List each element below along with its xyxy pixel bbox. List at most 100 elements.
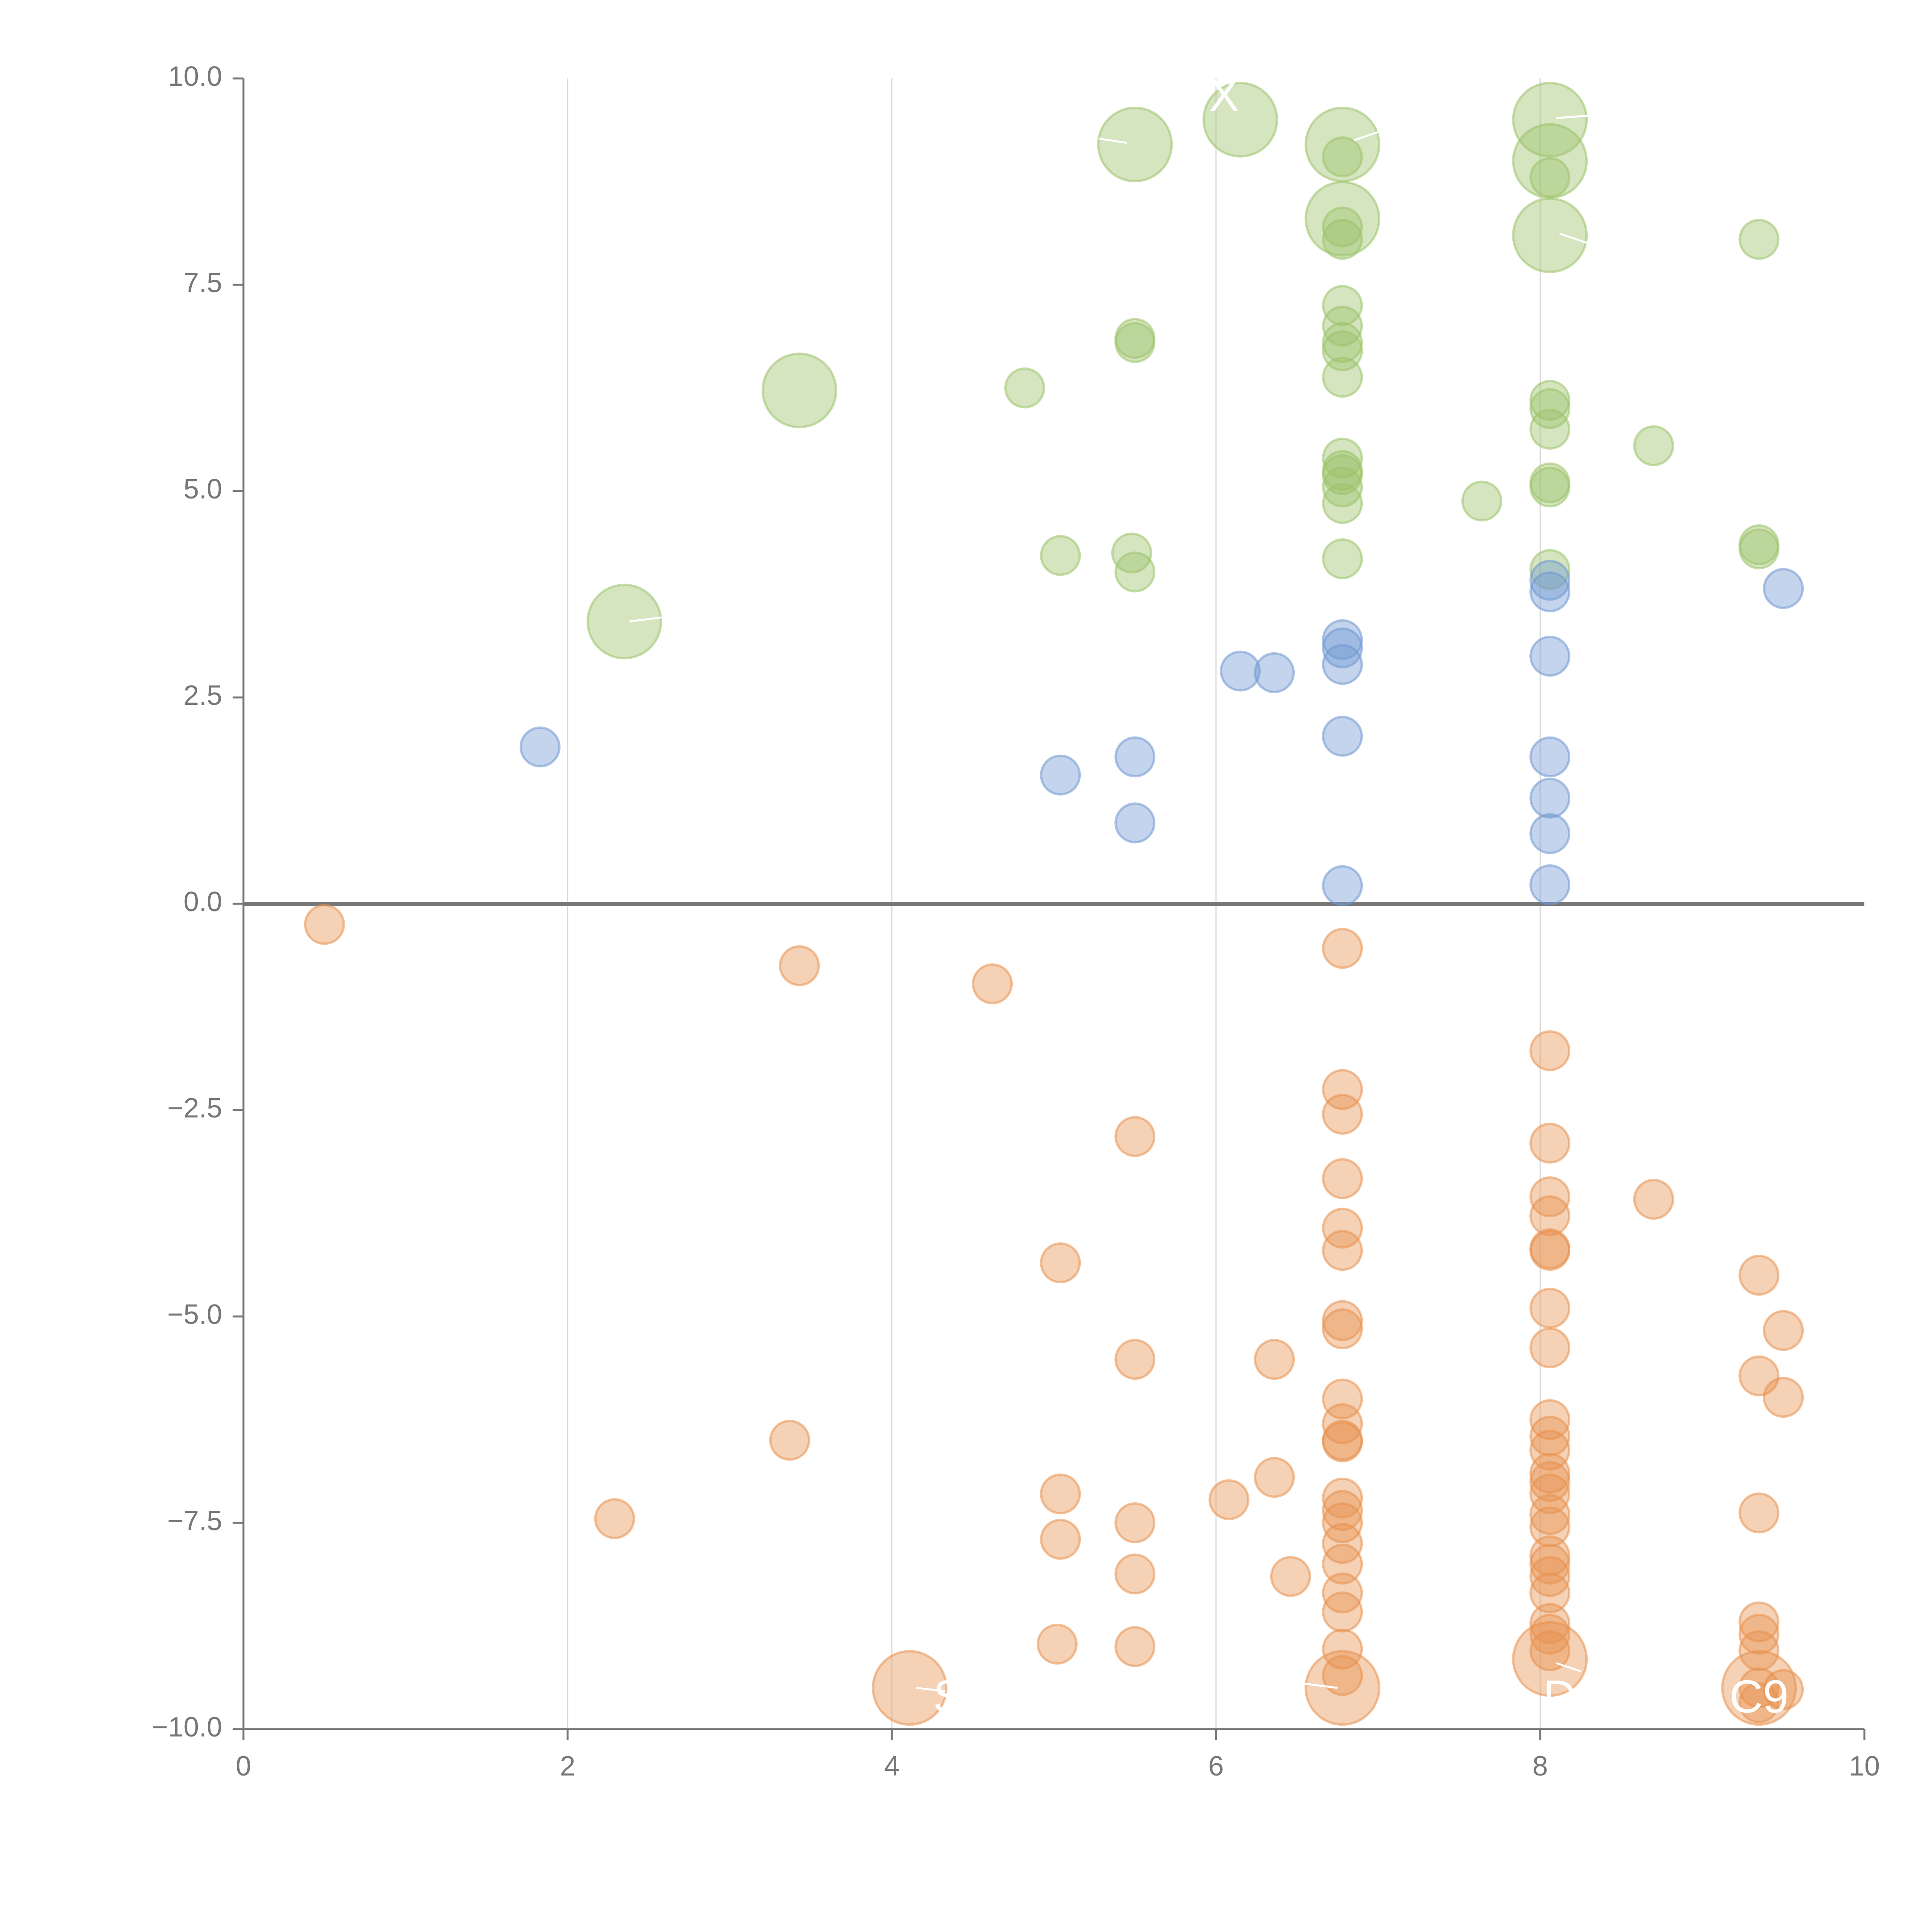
y-tick-label: −2.5 [167, 1093, 222, 1124]
data-point-green [1529, 388, 1571, 429]
data-point-orange [1036, 1623, 1078, 1665]
data-point-green [1512, 82, 1588, 158]
data-point-orange [1763, 1669, 1804, 1710]
x-tick-label: 2 [560, 1751, 575, 1782]
data-point-green [1322, 466, 1363, 508]
data-point-orange [1529, 1399, 1571, 1440]
data-point-green [1202, 82, 1278, 158]
data-point-orange [1322, 1094, 1363, 1135]
data-point-orange [594, 1498, 635, 1539]
data-point-orange [1322, 1523, 1363, 1564]
data-point-green [1322, 357, 1363, 398]
annotation-leader-line [629, 616, 662, 622]
annotation-label: C9 [1730, 1671, 1789, 1723]
data-point-blue [1254, 652, 1295, 693]
annotation-leader-line [1353, 131, 1379, 141]
data-point-orange [769, 1420, 810, 1461]
data-point-orange [1322, 1543, 1363, 1585]
data-point-orange [1322, 1069, 1363, 1110]
data-point-blue [1529, 864, 1571, 905]
data-point-green [1322, 219, 1363, 260]
annotation-leader-line [1556, 1662, 1581, 1672]
annotation-label: D [1543, 1671, 1577, 1723]
data-point-orange [1322, 1490, 1363, 1531]
data-point-orange [1114, 1502, 1156, 1543]
data-point-green [1322, 483, 1363, 524]
data-point-blue [1529, 813, 1571, 854]
data-point-green [1529, 549, 1571, 590]
data-point-orange [1529, 1572, 1571, 1614]
data-point-blue [1322, 627, 1363, 668]
data-points [304, 82, 1804, 1726]
data-point-orange [1114, 1553, 1156, 1595]
data-point-orange [304, 904, 345, 945]
data-point-green [1322, 454, 1363, 495]
annotation-leader-line [1099, 138, 1127, 144]
x-tick-label: 6 [1208, 1751, 1224, 1782]
data-point-green [1040, 535, 1081, 576]
data-point-orange [1322, 1655, 1363, 1696]
y-tick-label: 0.0 [184, 886, 222, 917]
data-point-orange [1322, 1158, 1363, 1199]
data-point-orange [1208, 1479, 1250, 1520]
annotation-leader-line [1556, 114, 1589, 119]
y-tick-label: 5.0 [184, 474, 222, 505]
data-point-blue [1322, 716, 1363, 757]
data-point-blue [1114, 802, 1156, 844]
data-point-orange [1738, 1255, 1780, 1296]
annotation-label: S [933, 1671, 964, 1723]
data-point-blue [1529, 560, 1571, 601]
data-point-green [1529, 466, 1571, 508]
data-point-green [1529, 408, 1571, 450]
data-point-orange [1114, 1626, 1156, 1667]
data-point-orange [1322, 928, 1363, 969]
data-point-orange [1322, 1208, 1363, 1249]
data-point-green [1738, 528, 1780, 570]
data-point-orange [872, 1650, 948, 1726]
data-point-orange [1529, 1494, 1571, 1535]
data-point-orange [1529, 1327, 1571, 1369]
data-point-orange [1040, 1473, 1081, 1515]
data-point-green [1633, 425, 1674, 466]
data-point-orange [1114, 1339, 1156, 1380]
data-point-green [1322, 538, 1363, 580]
data-point-orange [1322, 1591, 1363, 1633]
y-tick-label: −7.5 [167, 1505, 222, 1536]
data-point-orange [1529, 1506, 1571, 1548]
data-point-blue [1763, 568, 1804, 609]
y-tick-label: 10.0 [168, 61, 222, 92]
data-point-green [1004, 367, 1045, 408]
data-point-green [761, 352, 837, 429]
data-point-orange [1254, 1457, 1295, 1498]
data-point-orange [1254, 1339, 1295, 1380]
data-point-blue [1529, 736, 1571, 777]
data-point-blue [1322, 644, 1363, 685]
data-point-orange [1304, 1650, 1381, 1726]
data-point-orange [1529, 1461, 1571, 1502]
data-point-green [1114, 551, 1156, 593]
data-point-orange [1529, 1287, 1571, 1329]
data-point-orange [1040, 1519, 1081, 1560]
annotation-leader-line [1305, 1683, 1338, 1689]
annotation-label: X [1209, 70, 1240, 121]
data-point-orange [1633, 1179, 1674, 1220]
data-point-green [586, 583, 662, 660]
annotation-leader-line [916, 1687, 946, 1692]
data-point-orange [1529, 1473, 1571, 1515]
data-point-orange [972, 963, 1013, 1005]
data-point-orange [1322, 1502, 1363, 1543]
data-point-green [1529, 157, 1571, 198]
data-point-orange [1738, 1614, 1780, 1655]
data-point-orange [1322, 1403, 1363, 1444]
y-tick-label: −5.0 [167, 1299, 222, 1330]
data-point-orange [1529, 1543, 1571, 1585]
data-point-green [1097, 106, 1173, 182]
annotation-leader-line [1559, 233, 1589, 245]
data-point-orange [1738, 1682, 1780, 1723]
y-tick-label: 7.5 [184, 267, 222, 298]
data-point-orange [1322, 1230, 1363, 1271]
data-point-orange [1529, 1556, 1571, 1597]
x-tick-label: 10 [1849, 1751, 1880, 1782]
